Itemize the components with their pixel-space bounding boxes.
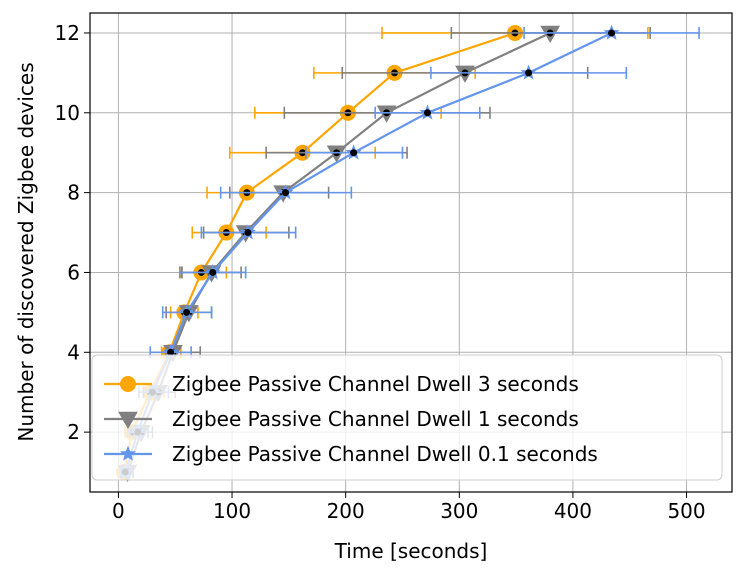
y-tick-label: 4 [67, 340, 80, 364]
data-point-center [209, 268, 217, 276]
x-tick-label: 300 [440, 499, 478, 523]
legend-entry-label: Zigbee Passive Channel Dwell 3 seconds [172, 372, 579, 396]
y-tick-label: 6 [67, 260, 80, 284]
legend-box [91, 354, 723, 481]
y-tick-label: 12 [55, 21, 80, 45]
data-point-center [244, 229, 252, 237]
data-point-center [608, 29, 616, 37]
x-tick-label: 500 [667, 499, 705, 523]
x-tick-label: 400 [554, 499, 592, 523]
y-tick-label: 8 [67, 181, 80, 205]
data-point-center [525, 69, 533, 77]
data-point-marker [120, 445, 136, 461]
x-tick-label: 0 [112, 499, 125, 523]
data-point-center [350, 149, 358, 157]
y-axis-label: Number of discovered Zigbee devices [14, 62, 38, 441]
legend: Zigbee Passive Channel Dwell 3 seconds Zi… [91, 354, 723, 481]
y-tick-label: 2 [67, 420, 80, 444]
plot-frame [89, 12, 733, 493]
x-tick-label: 200 [327, 499, 365, 523]
data-point-center [183, 308, 191, 316]
data-point-marker [118, 411, 138, 430]
data-point-marker [120, 376, 136, 392]
legend-entry-label: Zigbee Passive Channel Dwell 1 seconds [172, 407, 579, 431]
y-tick-label: 10 [55, 101, 80, 125]
ticks: 0 100 200 300 400 500 2 4 6 8 10 12 [55, 21, 706, 523]
x-tick-label: 100 [213, 499, 251, 523]
legend-entry-label: Zigbee Passive Channel Dwell 0.1 seconds [172, 442, 598, 466]
data-point-center [423, 109, 431, 117]
data-point-center [167, 348, 175, 356]
x-axis-label: Time [seconds] [334, 539, 488, 563]
data-point-center [281, 189, 289, 197]
